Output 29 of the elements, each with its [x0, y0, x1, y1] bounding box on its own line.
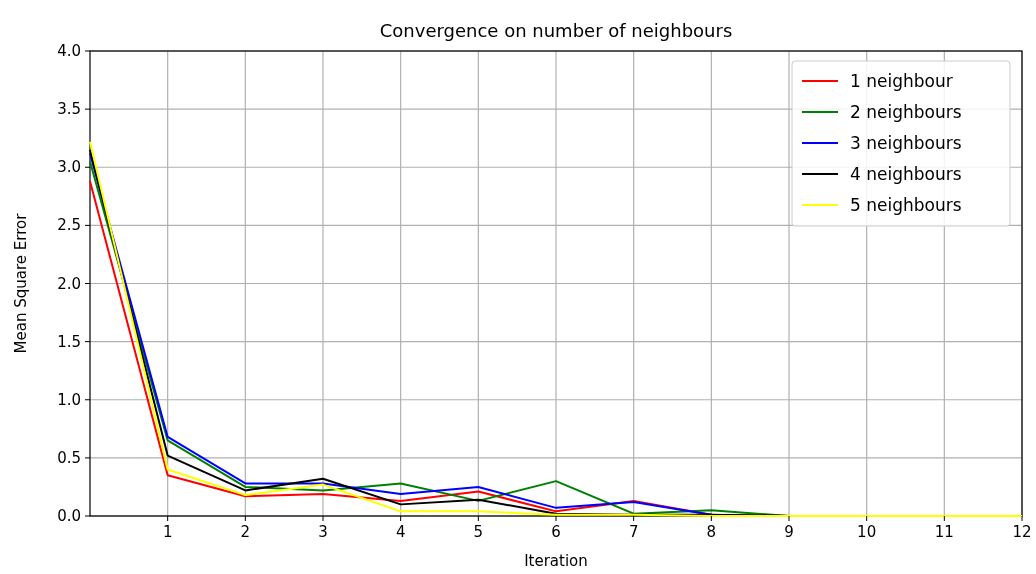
x-tick-label: 8 [706, 523, 717, 541]
y-tick-label: 0.5 [57, 448, 81, 467]
x-tick-label: 3 [318, 523, 328, 541]
y-tick-label: 3.5 [57, 100, 81, 119]
y-tick-label: 1.0 [57, 390, 81, 409]
legend-label: 4 neighbours [850, 164, 962, 184]
x-tick-label: 10 [857, 523, 877, 541]
legend-label: 3 neighbours [850, 133, 962, 153]
x-tick-label: 6 [551, 523, 561, 541]
y-axis-title: Mean Square Error [12, 212, 30, 354]
x-tick-label: 9 [784, 523, 794, 541]
y-tick-label: 2.0 [57, 274, 81, 293]
legend-label: 5 neighbours [850, 195, 962, 215]
x-tick-label: 2 [240, 523, 251, 541]
x-axis-title: Iteration [524, 552, 588, 570]
chart-title: Convergence on number of neighbours [379, 20, 733, 41]
x-tick-label: 7 [628, 523, 639, 541]
x-tick-label: 1 [162, 523, 173, 541]
y-tick-label: 2.5 [57, 216, 81, 235]
legend-label: 1 neighbour [850, 71, 953, 91]
x-tick-label: 12 [1012, 523, 1032, 541]
y-tick-label: 3.0 [57, 158, 81, 177]
x-tick-label: 11 [934, 523, 954, 541]
y-tick-label: 0.0 [57, 507, 81, 525]
y-tick-label: 4.0 [57, 42, 81, 60]
x-tick-label: 5 [473, 523, 484, 541]
legend-label: 2 neighbours [850, 102, 962, 122]
x-tick-label: 4 [395, 523, 406, 541]
y-tick-label: 1.5 [57, 332, 81, 351]
